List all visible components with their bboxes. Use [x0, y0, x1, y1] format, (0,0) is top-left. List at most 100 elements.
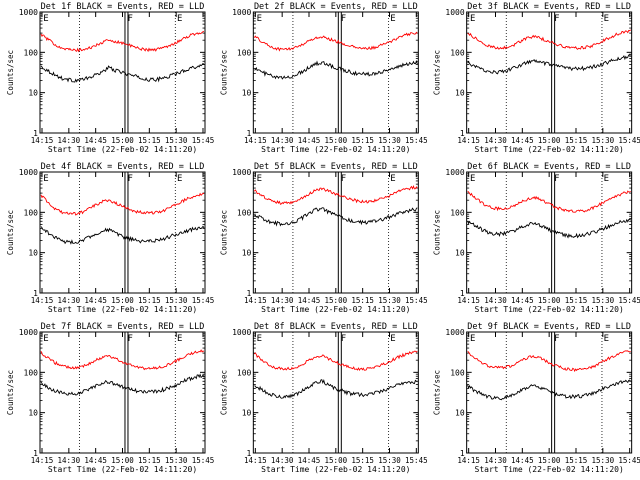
- y-tick-label: 10: [242, 249, 252, 258]
- panel-1: Det 1f BLACK = Events, RED = LLD 1 10 100 10…: [6, 2, 214, 154]
- series-events-line: [40, 373, 205, 396]
- y-tick-label: 1000: [445, 168, 464, 177]
- y-tick-label: 100: [450, 208, 465, 217]
- panel-4: Det 4f BLACK = Events, RED = LLD 1 10 100 10…: [6, 162, 214, 314]
- y-axis-label: Counts/sec: [219, 370, 228, 415]
- x-tick-label: 15:15: [138, 296, 161, 305]
- x-tick-label: 14:15: [31, 136, 54, 145]
- segment-marker: E: [390, 174, 395, 184]
- y-tick-label: 100: [237, 208, 252, 217]
- x-tick-label: 15:30: [165, 456, 188, 465]
- x-tick-label: 15:45: [618, 456, 640, 465]
- x-tick-label: 14:45: [298, 136, 321, 145]
- y-tick-label: 1: [460, 129, 465, 138]
- x-tick-label: 14:15: [31, 456, 54, 465]
- x-tick-label: 15:30: [378, 456, 401, 465]
- panel-5: Det 5f BLACK = Events, RED = LLD 1 10 100 10…: [219, 162, 427, 314]
- x-tick-label: 15:00: [325, 136, 348, 145]
- x-tick-label: 14:30: [484, 456, 507, 465]
- series-events-line: [467, 54, 631, 75]
- y-tick-label: 1000: [445, 328, 464, 337]
- x-tick-label: 14:15: [457, 136, 480, 145]
- x-tick-label: 14:45: [84, 136, 107, 145]
- segment-marker: E: [43, 14, 48, 24]
- panel-9: Det 9f BLACK = Events, RED = LLD 1 10 100 10…: [433, 322, 640, 474]
- x-axis-label: Start Time (22-Feb-02 14:11:20): [261, 305, 410, 314]
- panel-2: Det 2f BLACK = Events, RED = LLD 1 10 100 10…: [219, 2, 427, 154]
- segment-marker: E: [604, 334, 609, 344]
- x-tick-label: 15:45: [192, 296, 215, 305]
- series-lld-line: [40, 192, 205, 216]
- segment-marker: E: [390, 14, 395, 24]
- x-tick-label: 15:30: [378, 136, 401, 145]
- segment-marker: E: [43, 174, 48, 184]
- x-tick-label: 14:45: [511, 456, 534, 465]
- x-tick-label: 15:45: [405, 456, 428, 465]
- x-tick-label: 15:15: [351, 136, 374, 145]
- y-tick-label: 100: [24, 208, 39, 217]
- panel-title: Det 6f BLACK = Events, RED = LLD: [467, 162, 631, 172]
- x-tick-label: 14:30: [58, 456, 81, 465]
- x-tick-label: 15:15: [138, 456, 161, 465]
- y-tick-label: 1: [247, 449, 252, 458]
- x-tick-label: 14:45: [298, 456, 321, 465]
- x-tick-label: 15:15: [351, 296, 374, 305]
- y-axis-label: Counts/sec: [433, 210, 442, 255]
- x-tick-label: 15:00: [538, 296, 561, 305]
- x-tick-label: 15:45: [405, 296, 428, 305]
- segment-marker: E: [390, 334, 395, 344]
- x-tick-label: 15:00: [325, 296, 348, 305]
- segment-marker: F: [554, 14, 559, 24]
- y-tick-label: 10: [28, 249, 38, 258]
- x-tick-label: 15:30: [378, 296, 401, 305]
- y-tick-label: 100: [450, 48, 465, 57]
- x-axis-label: Start Time (22-Feb-02 14:11:20): [261, 465, 410, 474]
- panel-title: Det 1f BLACK = Events, RED = LLD: [41, 2, 205, 12]
- segment-marker: F: [127, 174, 132, 184]
- segment-marker: E: [257, 174, 262, 184]
- series-lld-line: [253, 185, 418, 205]
- x-tick-label: 15:00: [538, 136, 561, 145]
- panel-title: Det 5f BLACK = Events, RED = LLD: [254, 162, 418, 172]
- segment-marker: E: [604, 174, 609, 184]
- panel-title: Det 7f BLACK = Events, RED = LLD: [41, 322, 205, 332]
- series-events-line: [254, 207, 418, 227]
- y-tick-label: 10: [455, 249, 465, 258]
- segment-marker: F: [341, 174, 346, 184]
- series-events-line: [254, 60, 418, 80]
- segment-marker: E: [177, 14, 182, 24]
- series-events-line: [467, 379, 632, 401]
- panel-grid: Det 1f BLACK = Events, RED = LLD 1 10 100 10…: [6, 2, 640, 474]
- panel-title: Det 8f BLACK = Events, RED = LLD: [254, 322, 418, 332]
- x-tick-label: 15:00: [538, 456, 561, 465]
- x-axis-label: Start Time (22-Feb-02 14:11:20): [48, 145, 197, 154]
- y-tick-label: 100: [237, 48, 252, 57]
- y-tick-label: 10: [28, 89, 38, 98]
- segment-marker: F: [127, 14, 132, 24]
- panel-8: Det 8f BLACK = Events, RED = LLD 1 10 100 10…: [219, 322, 427, 474]
- y-tick-label: 100: [24, 368, 39, 377]
- x-tick-label: 15:00: [111, 456, 134, 465]
- x-tick-label: 15:30: [592, 136, 615, 145]
- segment-marker: E: [43, 334, 48, 344]
- series-events-line: [254, 379, 418, 399]
- x-tick-label: 14:30: [271, 296, 294, 305]
- x-axis-label: Start Time (22-Feb-02 14:11:20): [475, 465, 624, 474]
- x-tick-label: 15:15: [565, 456, 588, 465]
- y-tick-label: 10: [28, 409, 38, 418]
- series-lld-line: [40, 349, 205, 371]
- x-tick-label: 15:30: [165, 296, 188, 305]
- x-tick-label: 14:30: [484, 296, 507, 305]
- x-tick-label: 14:30: [271, 136, 294, 145]
- x-tick-label: 15:00: [111, 296, 134, 305]
- x-tick-label: 14:45: [511, 136, 534, 145]
- y-tick-label: 1: [247, 289, 252, 298]
- y-tick-label: 1000: [445, 8, 464, 17]
- panel-3: Det 3f BLACK = Events, RED = LLD 1 10 100 10…: [433, 2, 640, 154]
- series-events-line: [40, 62, 205, 83]
- segment-marker: F: [554, 334, 559, 344]
- x-axis-label: Start Time (22-Feb-02 14:11:20): [48, 465, 197, 474]
- y-tick-label: 1: [460, 289, 465, 298]
- x-tick-label: 15:30: [165, 136, 188, 145]
